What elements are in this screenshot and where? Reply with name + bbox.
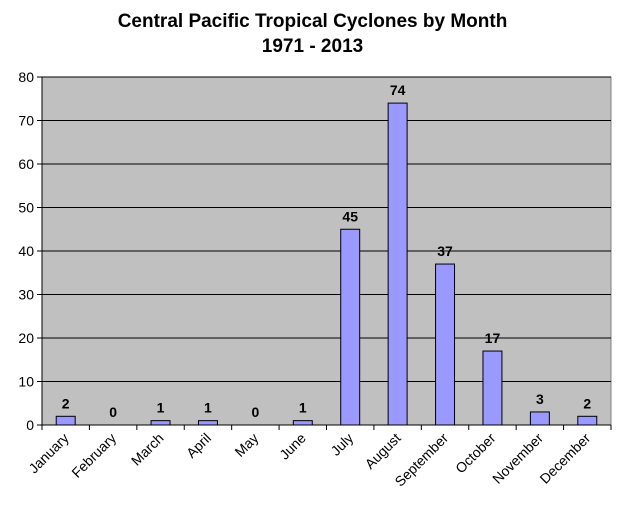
x-tick-label: June [276, 430, 309, 463]
bar [55, 415, 76, 426]
y-tick-label: 70 [18, 113, 34, 129]
bar [577, 415, 598, 426]
data-label: 17 [485, 330, 501, 346]
data-label: 1 [299, 400, 307, 416]
data-label: 1 [157, 400, 165, 416]
data-label: 0 [109, 404, 117, 420]
y-tick-label: 50 [18, 200, 34, 216]
bar [387, 102, 408, 426]
chart-subtitle: 1971 - 2013 [261, 36, 364, 57]
y-tick-label: 0 [26, 417, 34, 433]
data-label: 37 [437, 243, 453, 259]
bar [435, 263, 456, 426]
data-label: 1 [204, 400, 212, 416]
bar [292, 420, 313, 426]
y-tick-label: 80 [18, 69, 34, 85]
data-label: 74 [390, 82, 406, 98]
x-tick-label: November [489, 430, 546, 487]
y-tick-label: 20 [18, 330, 34, 346]
x-tick-label: April [183, 430, 214, 461]
bar [340, 228, 361, 426]
x-tick-label: May [231, 430, 261, 460]
y-tick-label: 30 [18, 287, 34, 303]
data-label: 0 [251, 404, 259, 420]
data-label: 2 [583, 395, 591, 411]
y-tick-label: 40 [18, 243, 34, 259]
data-label: 45 [342, 208, 358, 224]
chart-title: Central Pacific Tropical Cyclones by Mon… [117, 11, 508, 32]
x-tick-label: February [68, 430, 119, 481]
data-label: 2 [62, 395, 70, 411]
y-tick-label: 60 [18, 156, 34, 172]
y-tick-label: 10 [18, 374, 34, 390]
bar [197, 420, 218, 426]
x-tick-label: August [362, 430, 404, 472]
x-tick-label: January [25, 430, 72, 477]
data-label: 3 [536, 391, 544, 407]
x-tick-label: July [327, 430, 356, 459]
x-tick-label: October [452, 430, 499, 477]
x-tick-label: December [536, 430, 593, 487]
x-tick-label: March [128, 430, 167, 469]
bar [150, 420, 171, 426]
bar [482, 350, 503, 426]
bar [529, 411, 550, 426]
